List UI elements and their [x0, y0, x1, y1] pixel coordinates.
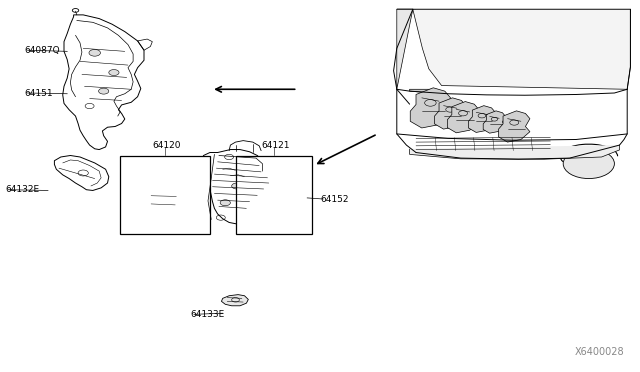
- Circle shape: [563, 149, 614, 179]
- Polygon shape: [499, 111, 530, 142]
- Circle shape: [158, 189, 170, 196]
- Text: 64121: 64121: [261, 141, 289, 150]
- Text: 64152: 64152: [320, 195, 349, 203]
- Polygon shape: [435, 98, 466, 129]
- Polygon shape: [468, 106, 495, 132]
- Polygon shape: [413, 9, 630, 89]
- Polygon shape: [447, 102, 479, 133]
- Polygon shape: [260, 182, 289, 201]
- Polygon shape: [410, 89, 435, 92]
- Text: 64132E: 64132E: [5, 185, 39, 194]
- Circle shape: [109, 70, 119, 76]
- Text: 64087Q: 64087Q: [24, 46, 60, 55]
- Text: 64120: 64120: [152, 141, 180, 150]
- Circle shape: [220, 200, 230, 206]
- Bar: [120, 156, 210, 234]
- Bar: [236, 156, 312, 234]
- Circle shape: [89, 49, 100, 56]
- Polygon shape: [155, 211, 177, 228]
- Polygon shape: [410, 88, 451, 128]
- Polygon shape: [397, 9, 413, 89]
- Text: X6400028: X6400028: [574, 347, 624, 357]
- Circle shape: [270, 190, 280, 196]
- Text: 64151: 64151: [24, 89, 53, 97]
- Circle shape: [99, 88, 109, 94]
- Polygon shape: [221, 295, 248, 306]
- Polygon shape: [252, 174, 296, 211]
- Circle shape: [154, 187, 174, 198]
- Circle shape: [267, 188, 284, 198]
- Text: 64133E: 64133E: [191, 310, 225, 319]
- Polygon shape: [266, 208, 287, 223]
- Circle shape: [232, 183, 242, 189]
- Polygon shape: [410, 145, 620, 159]
- Polygon shape: [136, 171, 193, 215]
- Polygon shape: [147, 179, 185, 202]
- Polygon shape: [483, 111, 506, 133]
